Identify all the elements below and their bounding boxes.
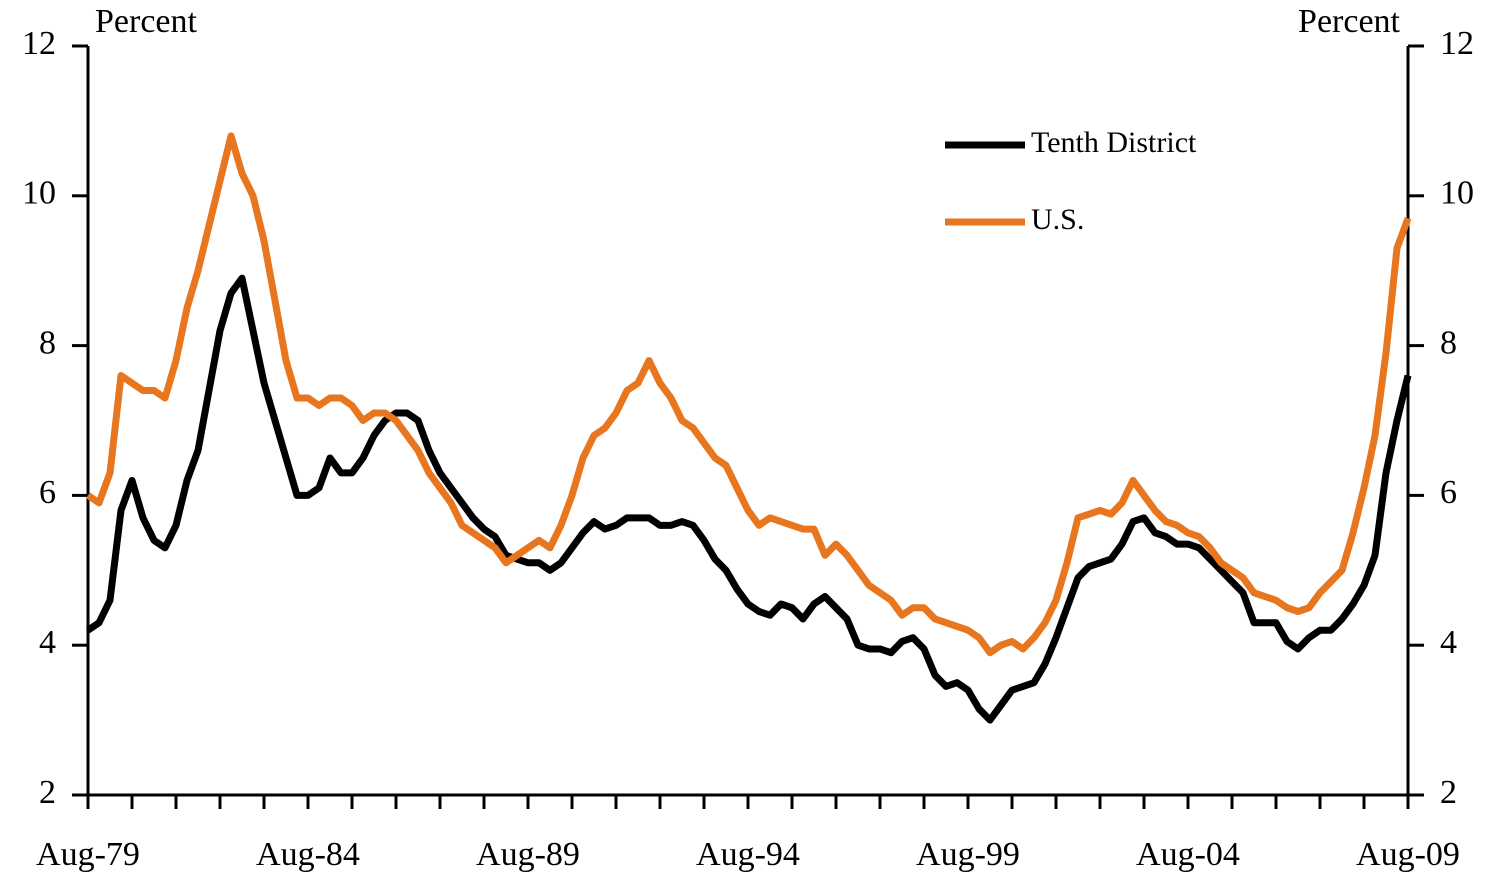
- x-tick-label: Aug-84: [256, 836, 360, 873]
- y2-axis-title: Percent: [1298, 3, 1401, 40]
- y-tick-label: 4: [39, 624, 56, 661]
- x-tick-label: Aug-79: [36, 836, 140, 873]
- y-tick-label: 8: [39, 324, 56, 361]
- legend-label: Tenth District: [1031, 126, 1197, 159]
- legend-label: U.S.: [1031, 203, 1084, 236]
- y-tick-label: 12: [22, 25, 56, 62]
- y2-tick-label: 6: [1440, 474, 1457, 511]
- line-series: [86, 274, 1412, 724]
- y2-tick-label: 8: [1440, 324, 1457, 361]
- x-tick-label: Aug-09: [1356, 836, 1460, 873]
- y-tick-label: 6: [39, 474, 56, 511]
- line-series: [86, 132, 1412, 657]
- y2-tick-label: 4: [1440, 624, 1457, 661]
- x-tick-label: Aug-94: [696, 836, 800, 873]
- x-tick-label: Aug-89: [476, 836, 580, 873]
- y-tick-label: 10: [22, 175, 56, 212]
- y-tick-label: 2: [39, 774, 56, 811]
- x-tick-label: Aug-04: [1136, 836, 1240, 873]
- y-axis-title: Percent: [95, 3, 198, 40]
- y2-tick-label: 2: [1440, 774, 1457, 811]
- y2-tick-label: 10: [1440, 175, 1474, 212]
- x-tick-label: Aug-99: [916, 836, 1020, 873]
- y2-tick-label: 12: [1440, 25, 1474, 62]
